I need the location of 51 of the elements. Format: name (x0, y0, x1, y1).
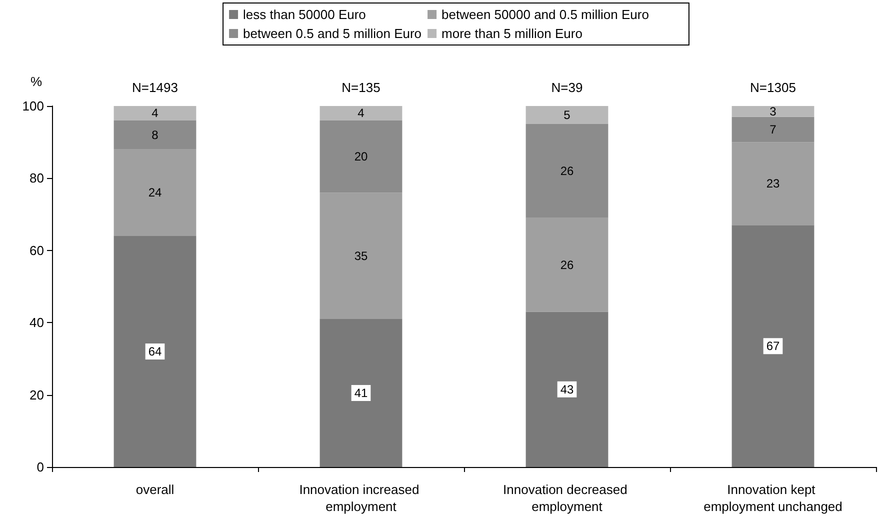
y-tick-label: 80 (30, 170, 44, 186)
bar (320, 192, 402, 319)
bar (526, 218, 608, 312)
data-label: 3 (770, 104, 777, 118)
bar (114, 236, 196, 467)
legend-label: between 50000 and 0.5 million Euro (442, 7, 649, 22)
data-label: 8 (152, 128, 159, 142)
bar (114, 120, 196, 150)
bar (526, 312, 608, 467)
bar (320, 318, 402, 467)
y-tick-label: 60 (30, 242, 44, 258)
legend-label: less than 50000 Euro (243, 7, 366, 22)
data-label: 7 (770, 122, 777, 136)
bar (526, 124, 608, 218)
bar (114, 106, 196, 120)
data-label: 4 (358, 106, 365, 120)
annotation: N=135 (342, 80, 380, 95)
bar (114, 149, 196, 236)
data-label: 64 (148, 344, 162, 358)
bar (732, 225, 814, 467)
bar (732, 106, 814, 117)
x-tick-label: overall (136, 482, 174, 497)
data-label: 24 (148, 186, 162, 200)
data-label: 4 (152, 106, 159, 120)
y-tick-label: 0 (36, 460, 44, 474)
y-axis-title: % (30, 74, 42, 89)
annotation: N=1305 (750, 80, 796, 95)
legend-label: more than 5 million Euro (442, 26, 582, 41)
bar (320, 106, 402, 120)
data-label: 43 (560, 382, 574, 396)
bar (320, 120, 402, 193)
data-label: 67 (766, 339, 780, 354)
data-label: 23 (766, 176, 780, 191)
y-tick-label: 40 (30, 315, 44, 330)
data-label: 35 (354, 248, 368, 263)
data-label: 26 (560, 258, 574, 272)
data-label: 41 (354, 386, 368, 400)
x-tick-label: Innovation increased employment (299, 482, 423, 514)
data-label: 5 (564, 108, 571, 122)
data-label: 26 (560, 164, 574, 178)
y-tick-label: 20 (30, 387, 44, 402)
annotation: N=1493 (132, 80, 178, 95)
bar (732, 116, 814, 142)
data-label: 20 (354, 150, 368, 164)
annotation: N=39 (551, 80, 583, 95)
x-tick-label: Innovation decreased employment (503, 482, 631, 514)
bar (732, 142, 814, 226)
x-tick-label: Innovation kept employment unchanged (704, 482, 842, 514)
legend-label: between 0.5 and 5 million Euro (243, 26, 422, 41)
y-tick-label: 100 (22, 98, 44, 114)
bar (526, 106, 608, 124)
